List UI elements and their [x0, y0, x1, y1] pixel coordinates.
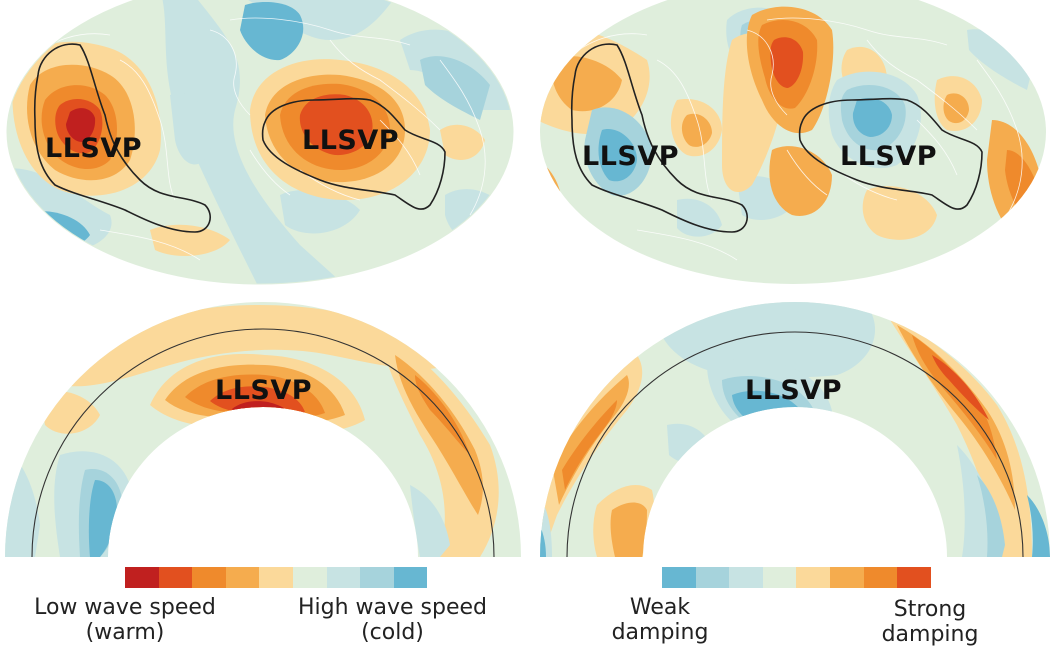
weak-damping-line2: damping	[611, 620, 709, 645]
wave-speed-swatch-8	[360, 567, 394, 588]
damping-swatch-8	[897, 567, 931, 588]
wave-speed-swatch-2	[158, 567, 193, 588]
wave-speed-swatch-6	[292, 567, 327, 588]
wave-speed-cross-section	[5, 302, 521, 558]
damping-color-scale	[662, 567, 931, 588]
strong-damping-label: Strong damping	[870, 597, 990, 647]
damping-map	[540, 0, 1046, 284]
wave-speed-color-scale	[125, 567, 428, 588]
damping-swatch-6	[829, 567, 864, 588]
damping-swatch-4	[762, 567, 797, 588]
weak-damping-line1: Weak	[629, 595, 691, 620]
wave-speed-swatch-5	[259, 567, 293, 588]
llsvp-label-map-left-africa: LLSVP	[45, 133, 143, 164]
low-wave-speed-line1: Low wave speed	[34, 595, 216, 620]
high-wave-speed-line1: High wave speed	[297, 595, 488, 620]
damping-swatch-1	[662, 567, 696, 588]
damping-swatch-3	[729, 567, 763, 588]
wave-speed-map	[6, 0, 514, 285]
high-wave-speed-line2: (cold)	[361, 620, 424, 645]
wave-speed-swatch-7	[326, 567, 361, 588]
wave-speed-swatch-1	[125, 567, 159, 588]
llsvp-label-section-right: LLSVP	[745, 375, 843, 406]
high-wave-speed-label: High wave speed (cold)	[290, 595, 495, 645]
damping-swatch-5	[796, 567, 830, 588]
strong-damping-line2: damping	[881, 622, 979, 647]
strong-damping-line1: Strong	[893, 597, 967, 622]
low-wave-speed-label: Low wave speed (warm)	[25, 595, 225, 645]
llsvp-label-section-left: LLSVP	[215, 375, 313, 406]
wave-speed-swatch-3	[192, 567, 226, 588]
damping-swatch-2	[695, 567, 730, 588]
llsvp-label-map-right-africa: LLSVP	[582, 141, 680, 172]
low-wave-speed-line2: (warm)	[85, 620, 165, 645]
wave-speed-swatch-9	[393, 567, 428, 588]
weak-damping-label: Weak damping	[600, 595, 720, 645]
damping-swatch-7	[863, 567, 898, 588]
damping-cross-section	[540, 302, 1050, 558]
llsvp-label-map-left-pacific: LLSVP	[302, 125, 400, 156]
wave-speed-swatch-4	[225, 567, 260, 588]
llsvp-label-map-right-pacific: LLSVP	[840, 141, 938, 172]
